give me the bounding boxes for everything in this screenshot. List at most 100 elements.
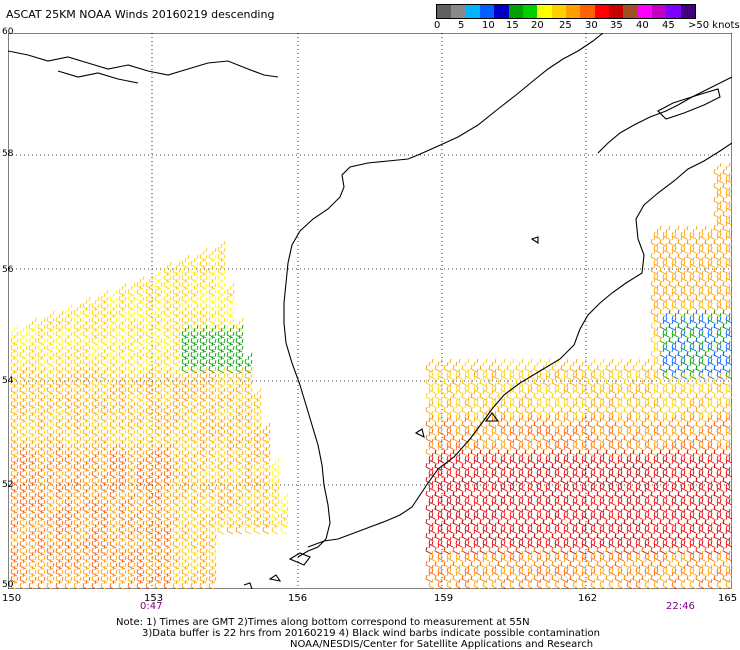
wind-barb <box>235 317 244 332</box>
wind-barb <box>527 463 536 478</box>
wind-barb <box>650 232 659 247</box>
wind-barb <box>181 422 190 437</box>
wind-barb <box>73 450 82 465</box>
wind-barb <box>190 443 199 458</box>
colorbar-swatch <box>594 5 609 18</box>
wind-barb <box>19 443 28 458</box>
wind-barb <box>217 338 226 353</box>
wind-barb <box>725 354 732 366</box>
wind-barb <box>698 561 707 576</box>
wind-barb <box>82 499 91 514</box>
wind-barb <box>73 492 82 507</box>
wind-barb <box>28 387 37 402</box>
wind-barb <box>572 379 581 394</box>
wind-barb <box>181 331 190 346</box>
wind-barb <box>37 548 46 563</box>
wind-barb <box>10 366 19 381</box>
wind-barb <box>199 331 208 346</box>
wind-barb <box>653 533 662 548</box>
wind-barb <box>46 415 55 430</box>
wind-barb <box>10 492 19 507</box>
wind-barb <box>19 548 28 563</box>
wind-barb <box>662 393 671 408</box>
wind-barb <box>208 520 217 535</box>
wind-barb <box>464 393 473 408</box>
wind-barb <box>563 393 572 408</box>
wind-barb <box>73 415 82 430</box>
wind-barb <box>100 534 109 549</box>
wind-barb <box>491 547 500 562</box>
wind-barb <box>707 281 716 296</box>
wind-barb <box>28 331 37 346</box>
wind-barb <box>199 408 208 423</box>
wind-barb <box>163 569 172 584</box>
wind-barb <box>82 485 91 500</box>
wind-barb <box>599 505 608 520</box>
wind-barb <box>226 457 235 472</box>
wind-barb <box>653 449 662 464</box>
wind-barb <box>581 365 590 380</box>
wind-barb <box>199 324 208 339</box>
wind-barb <box>662 449 671 464</box>
wind-barb <box>226 352 235 367</box>
wind-barb <box>28 443 37 458</box>
wind-barb <box>145 282 154 297</box>
wind-barb <box>226 324 235 339</box>
wind-barb <box>425 386 434 401</box>
wind-barb <box>217 492 226 507</box>
wind-barb <box>545 477 554 492</box>
wind-barb <box>100 303 109 318</box>
wind-barb <box>10 562 19 577</box>
wind-barb <box>491 435 500 450</box>
wind-barb <box>653 421 662 436</box>
wind-barb <box>428 407 437 422</box>
wind-barb <box>725 480 732 492</box>
wind-barb <box>172 548 181 563</box>
wind-barb <box>536 379 545 394</box>
wind-barb <box>190 275 199 290</box>
wind-barb <box>154 408 163 423</box>
wind-barb <box>19 436 28 451</box>
wind-barb <box>10 471 19 486</box>
wind-barb <box>10 541 19 556</box>
wind-barb <box>91 492 100 507</box>
wind-barb <box>527 407 536 422</box>
wind-barb <box>19 506 28 521</box>
wind-barb <box>136 296 145 311</box>
wind-barb <box>55 520 64 535</box>
wind-barbs <box>10 162 732 589</box>
colorbar-label: 35 <box>610 20 623 31</box>
wind-barb <box>145 534 154 549</box>
wind-barb <box>163 296 172 311</box>
wind-barb <box>725 368 732 380</box>
wind-barb <box>73 555 82 570</box>
wind-barb <box>73 499 82 514</box>
wind-barb <box>545 547 554 562</box>
wind-barb <box>163 457 172 472</box>
wind-barb <box>46 429 55 444</box>
wind-barb <box>127 562 136 577</box>
wind-barb <box>100 457 109 472</box>
wind-barb <box>64 429 73 444</box>
wind-barb <box>28 429 37 444</box>
wind-barb <box>572 477 581 492</box>
wind-barb <box>91 499 100 514</box>
wind-barb <box>199 450 208 465</box>
wind-barb <box>689 337 698 352</box>
wind-barb <box>199 345 208 360</box>
wind-barb <box>145 450 154 465</box>
wind-barb <box>428 365 437 380</box>
wind-barb <box>455 547 464 562</box>
wind-barb <box>689 533 698 548</box>
wind-barb <box>244 359 253 374</box>
wind-barb <box>163 275 172 290</box>
wind-barb <box>181 520 190 535</box>
wind-barb <box>527 435 536 450</box>
wind-barb <box>527 393 536 408</box>
wind-barb <box>671 351 680 366</box>
wind-barb <box>473 533 482 548</box>
wind-barb <box>154 513 163 528</box>
wind-barb <box>82 492 91 507</box>
wind-barb <box>19 359 28 374</box>
wind-barb <box>163 422 172 437</box>
